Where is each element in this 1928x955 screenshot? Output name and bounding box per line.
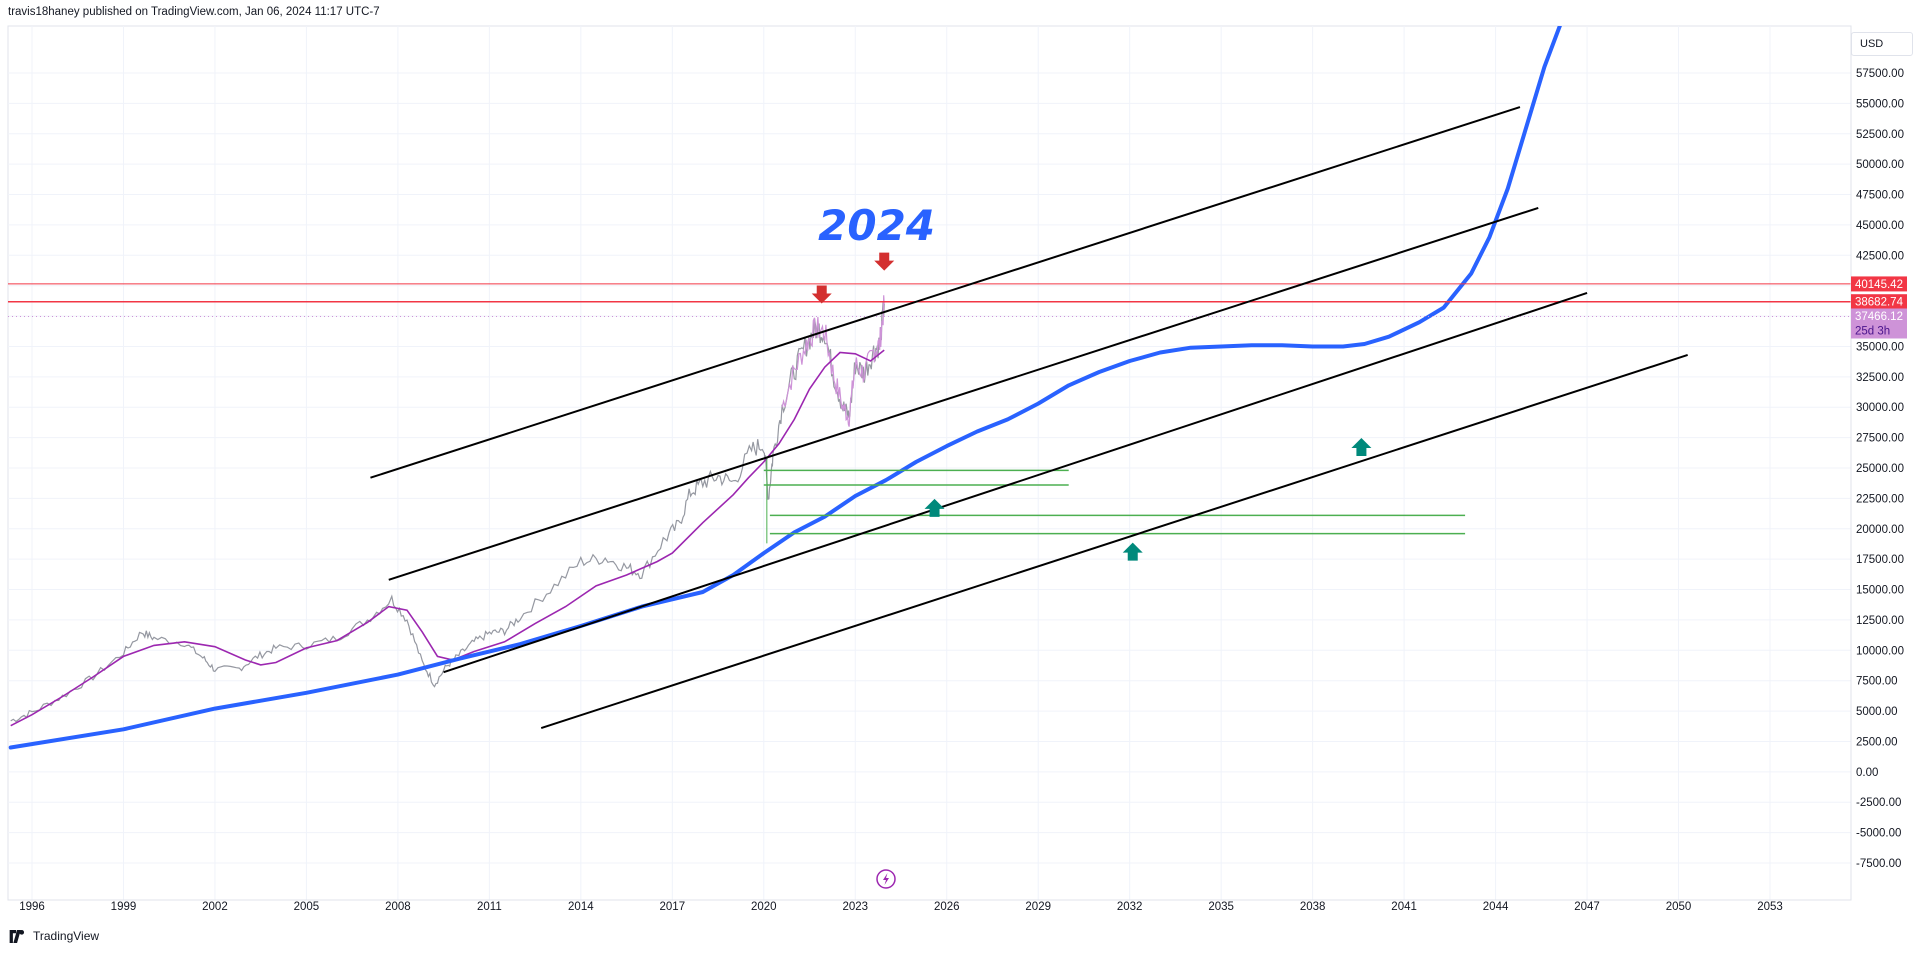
series-layer [8,26,1562,750]
y-tick-label: 42500.00 [1856,250,1904,262]
x-tick-label: 1999 [111,901,137,913]
moving-average-line [10,349,885,727]
y-tick-label: 12500.00 [1856,615,1904,627]
price-tag-label: 40145.42 [1855,279,1903,291]
y-tick-label: 15000.00 [1856,585,1904,597]
trend-channel-line [443,292,1588,674]
x-tick-label: 2017 [660,901,686,913]
x-tick-label: 2014 [568,901,594,913]
x-tick-label: 2053 [1757,901,1783,913]
y-tick-label: 22500.00 [1856,493,1904,505]
publisher-info: travis18haney published on TradingView.c… [8,6,380,18]
up-arrow-marker [1122,542,1143,561]
x-tick-label: 2005 [294,901,320,913]
chart-pane-border [7,25,1852,901]
up-arrow-marker [924,498,945,517]
price-series-recent [781,295,885,427]
y-tick-label: 20000.00 [1856,524,1904,536]
down-arrow-marker [811,285,832,304]
power-law-curve [8,26,1562,750]
x-tick-label: 2011 [477,901,502,913]
x-tick-label: 2023 [842,901,868,913]
y-tick-label: 47500.00 [1856,190,1904,202]
price-tag-countdown: 25d 3h [1855,325,1890,337]
trend-channel-line [540,354,1688,730]
y-tick-label: 25000.00 [1856,463,1904,475]
up-arrow-marker [1351,438,1372,457]
x-tick-label: 1996 [19,901,45,913]
y-tick-label: 17500.00 [1856,554,1904,566]
y-tick-label: 57500.00 [1856,68,1904,80]
x-tick-label: 2020 [751,901,777,913]
trend-channel-line [388,206,1539,581]
axes-layer: 57500.00 55000.00 52500.00 50000.00 47500.00… [8,26,1907,913]
price-tag [1851,294,1907,310]
x-tick-label: 2035 [1208,901,1234,913]
tradingview-logo-icon [9,929,25,943]
grid [8,26,1851,900]
y-tick-label: 32500.00 [1856,372,1904,384]
y-tick-label: 45000.00 [1856,220,1904,232]
y-tick-label: -5000.00 [1856,828,1901,840]
x-tick-label: 2032 [1117,901,1143,913]
x-tick-label: 2047 [1574,901,1600,913]
x-tick-label: 2026 [934,901,960,913]
y-tick-label: 35000.00 [1856,341,1904,353]
price-tag [1851,308,1907,339]
y-tick-label: 0.00 [1856,767,1878,779]
price-tag-label: 38682.74 [1855,297,1904,309]
y-tick-label: 2500.00 [1856,736,1898,748]
price-tag [1851,276,1907,292]
x-tick-label: 2038 [1300,901,1326,913]
x-tick-label: 2050 [1666,901,1692,913]
x-tick-label: 2044 [1483,901,1509,913]
y-tick-label: 10000.00 [1856,645,1904,657]
drawings-layer [8,106,1851,730]
x-tick-label: 2008 [385,901,411,913]
y-tick-label: 50000.00 [1856,159,1904,171]
y-tick-label: 55000.00 [1856,98,1904,110]
trend-channel-line [370,106,1521,479]
y-tick-label: 52500.00 [1856,129,1904,141]
currency-selector[interactable]: USD [1851,32,1913,56]
y-tick-label: 7500.00 [1856,676,1898,688]
tradingview-logo[interactable]: TradingView [8,929,99,943]
y-tick-label: 30000.00 [1856,402,1904,414]
annotation-2024: 2024 [818,201,935,250]
x-tick-label: 2041 [1391,901,1417,913]
x-tick-label: 2029 [1025,901,1051,913]
y-tick-label: 27500.00 [1856,433,1904,445]
price-tag-label: 37466.12 [1855,311,1903,323]
x-tick-label: 2002 [202,901,228,913]
y-tick-label: 5000.00 [1856,706,1898,718]
replay-lightning-icon[interactable] [876,869,896,889]
y-tick-label: -2500.00 [1856,797,1901,809]
brand-label: TradingView [33,929,100,943]
down-arrow-marker [874,252,895,271]
y-tick-label: -7500.00 [1856,858,1901,870]
